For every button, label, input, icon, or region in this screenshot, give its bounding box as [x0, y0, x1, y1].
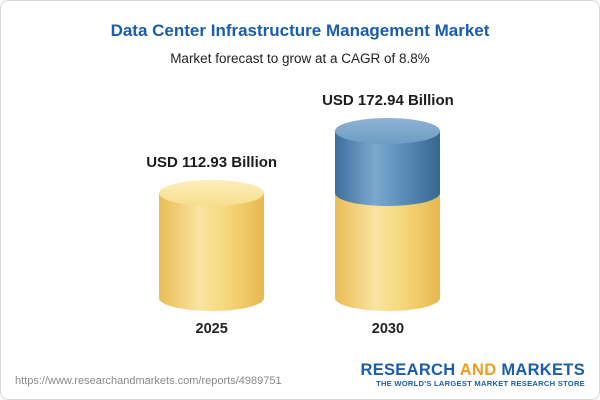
bar-group-2030: USD 172.94 Billion 2030: [322, 92, 454, 337]
cylinder-cap-2030: [335, 118, 441, 145]
plot-area: USD 112.93 Billion 2025 USD 172.94 Billi…: [1, 79, 599, 337]
logo-wordmark: RESEARCH AND MARKETS: [360, 361, 585, 380]
cylinder-segment-2030-blue: [335, 118, 441, 207]
bar-group-2025: USD 112.93 Billion 2025: [146, 154, 277, 337]
cylinder-cap-2025: [159, 180, 265, 207]
logo-tagline: THE WORLD'S LARGEST MARKET RESEARCH STOR…: [376, 379, 585, 389]
chart-subtitle: Market forecast to grow at a CAGR of 8.8…: [170, 51, 430, 66]
logo-word-research: RESEARCH: [360, 361, 456, 380]
logo-word-markets: MARKETS: [501, 361, 585, 380]
category-label-2025: 2025: [195, 321, 228, 337]
report-url[interactable]: https://www.researchandmarkets.com/repor…: [15, 375, 282, 387]
cylinder-segment-2025-yellow: [159, 180, 265, 311]
cylinder-2030: [335, 118, 441, 311]
category-label-2030: 2030: [371, 321, 405, 337]
cylinder-2025: [159, 180, 265, 311]
cylinder-segment-2030-yellow: [335, 193, 441, 311]
footer: https://www.researchandmarkets.com/repor…: [15, 361, 585, 389]
chart-title: Data Center Infrastructure Management Ma…: [110, 21, 490, 40]
research-and-markets-logo[interactable]: RESEARCH AND MARKETS THE WORLD'S LARGEST…: [360, 361, 585, 389]
value-label-2030: USD 172.94 Billion: [322, 92, 454, 110]
value-label-2025: USD 112.93 Billion: [146, 154, 278, 172]
logo-word-and: AND: [459, 361, 497, 380]
